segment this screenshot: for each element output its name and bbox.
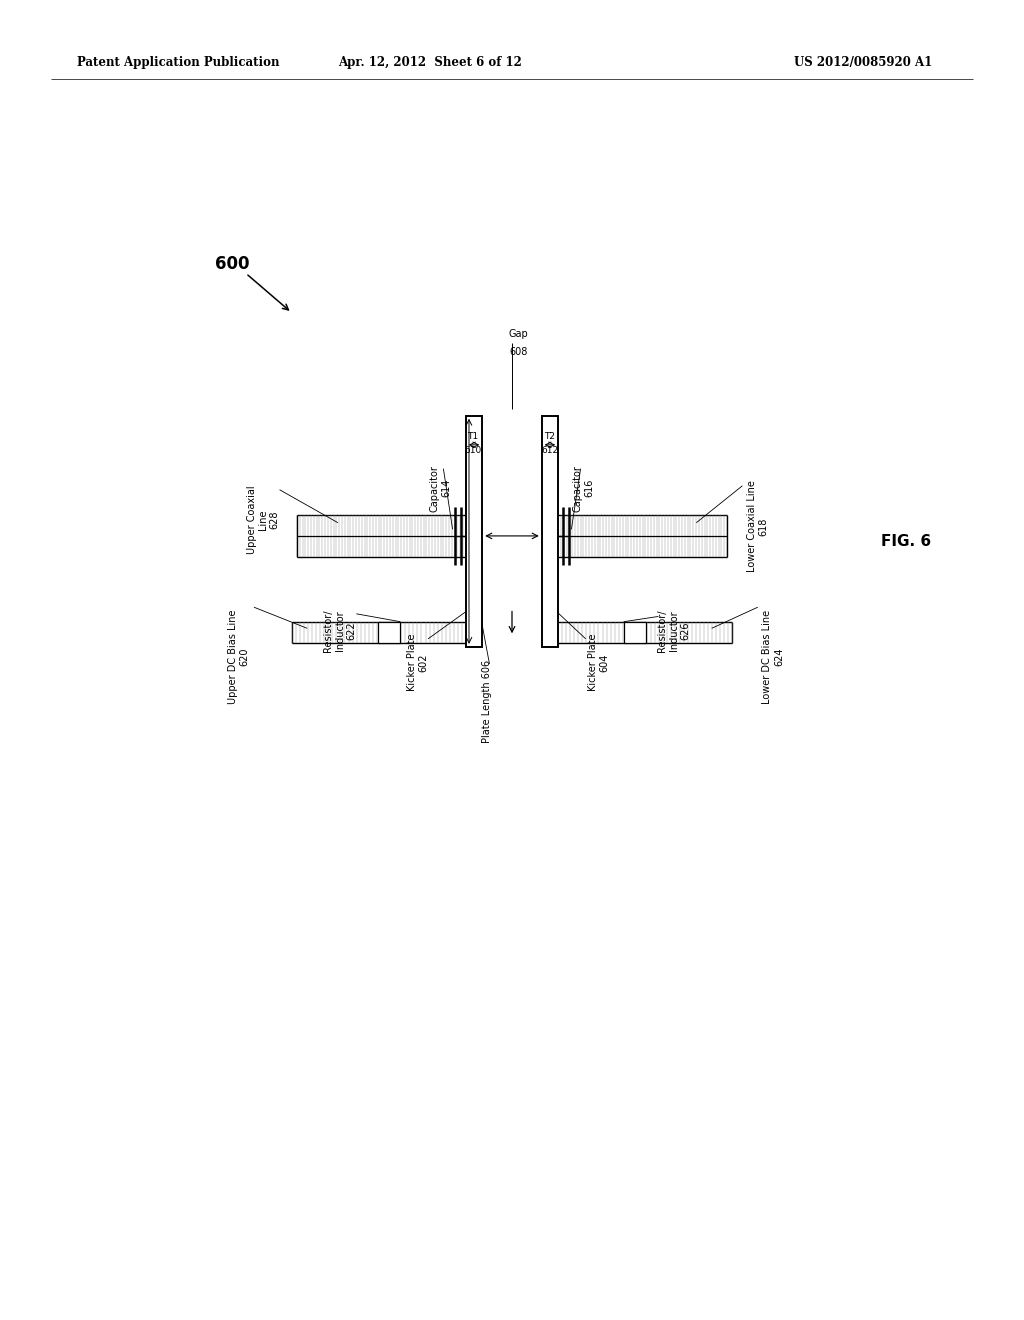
Text: US 2012/0085920 A1: US 2012/0085920 A1 [794, 55, 932, 69]
Text: 608: 608 [509, 347, 527, 358]
Bar [542, 416, 558, 647]
Text: Resistor/
Inductor
626: Resistor/ Inductor 626 [657, 610, 690, 652]
Text: Patent Application Publication: Patent Application Publication [77, 55, 280, 69]
Text: Lower DC Bias Line
624: Lower DC Bias Line 624 [762, 610, 784, 704]
Text: Lower Coaxial Line
618: Lower Coaxial Line 618 [746, 480, 769, 573]
Bar [624, 622, 646, 643]
Text: Kicker Plate
602: Kicker Plate 602 [407, 634, 429, 692]
Text: Resistor/
Inductor
622: Resistor/ Inductor 622 [324, 610, 356, 652]
Text: 600: 600 [215, 255, 250, 273]
Text: Plate Length 606: Plate Length 606 [482, 660, 493, 743]
Text: Kicker Plate
604: Kicker Plate 604 [588, 634, 610, 692]
Bar [378, 622, 400, 643]
Text: Capacitor
616: Capacitor 616 [572, 465, 595, 512]
Text: FIG. 6: FIG. 6 [881, 533, 931, 549]
Text: Gap: Gap [509, 329, 528, 339]
Text: Apr. 12, 2012  Sheet 6 of 12: Apr. 12, 2012 Sheet 6 of 12 [338, 55, 522, 69]
Text: T1: T1 [468, 432, 478, 441]
Text: 612: 612 [542, 446, 558, 455]
Text: Capacitor
614: Capacitor 614 [429, 465, 452, 512]
Text: T2: T2 [545, 432, 555, 441]
Bar [466, 416, 482, 647]
Text: Upper DC Bias Line
620: Upper DC Bias Line 620 [227, 610, 250, 705]
Text: Upper Coaxial
Line
628: Upper Coaxial Line 628 [247, 486, 280, 554]
Text: 610: 610 [465, 446, 481, 455]
